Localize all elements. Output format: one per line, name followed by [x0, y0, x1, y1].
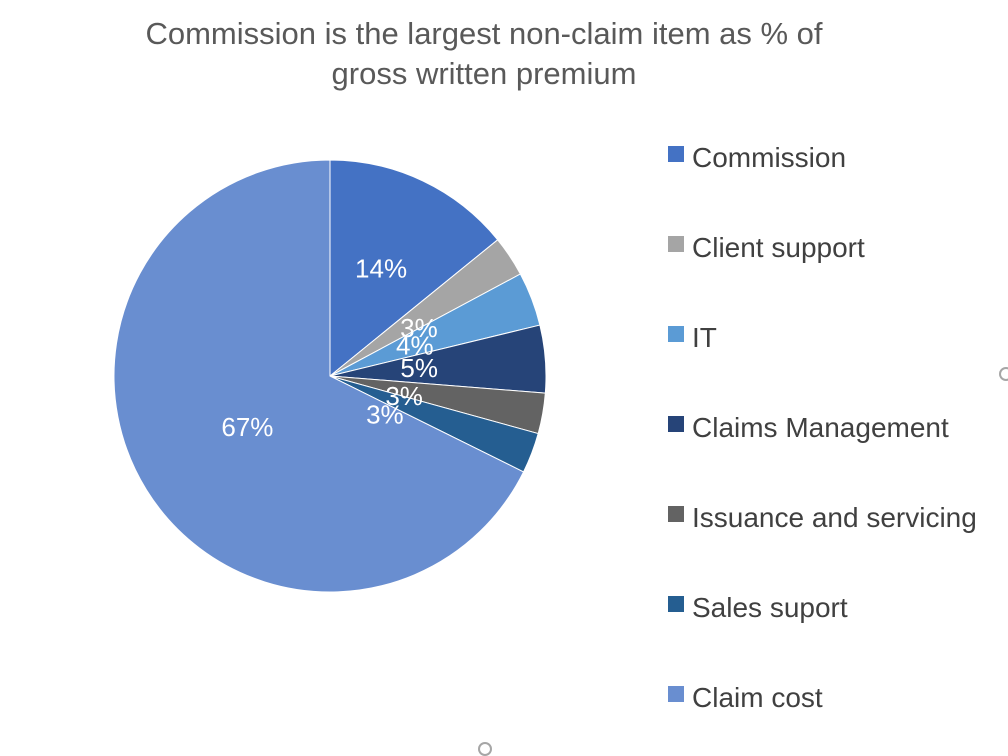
chart-title-line-1: Commission is the largest non-claim item…	[145, 16, 823, 51]
chart-title-line-2: gross written premium	[331, 56, 637, 91]
legend-swatch	[668, 326, 684, 342]
legend-swatch	[668, 236, 684, 252]
legend-item-client-support: Client support	[668, 230, 992, 266]
legend-swatch	[668, 506, 684, 522]
pie-slice-commission	[329, 159, 499, 378]
data-label-client-support: 3%	[400, 313, 438, 343]
legend-item-sales-suport: Sales suport	[668, 590, 992, 626]
data-label-sales-suport: 3%	[366, 400, 404, 430]
legend-swatch	[668, 146, 684, 162]
data-label-claim-cost: 67%	[221, 412, 273, 442]
legend-label: Claim cost	[692, 682, 823, 713]
pie-slice-claim-cost	[113, 159, 525, 593]
legend-item-it: IT	[668, 320, 992, 356]
legend-label: Client support	[692, 232, 865, 263]
legend-label: Issuance and servicing	[692, 502, 977, 533]
legend-item-claims-management: Claims Management	[668, 410, 992, 446]
legend-item-commission: Commission	[668, 140, 992, 176]
legend-swatch	[668, 596, 684, 612]
legend-swatch	[668, 686, 684, 702]
legend-swatch	[668, 416, 684, 432]
legend-item-issuance-and-servicing: Issuance and servicing	[668, 500, 992, 536]
legend-label: IT	[692, 322, 717, 353]
legend-label: Claims Management	[692, 412, 949, 443]
legend-item-claim-cost: Claim cost	[668, 680, 992, 716]
legend-label: Commission	[692, 142, 847, 173]
resize-handle-right[interactable]	[999, 367, 1008, 381]
data-label-issuance-and-servicing: 3%	[385, 381, 423, 411]
legend-label: Sales suport	[692, 592, 848, 623]
data-label-it: 4%	[396, 330, 434, 360]
data-label-commission: 14%	[355, 254, 407, 284]
data-label-claims-management: 5%	[400, 353, 438, 383]
resize-handle-bottom[interactable]	[478, 742, 492, 756]
